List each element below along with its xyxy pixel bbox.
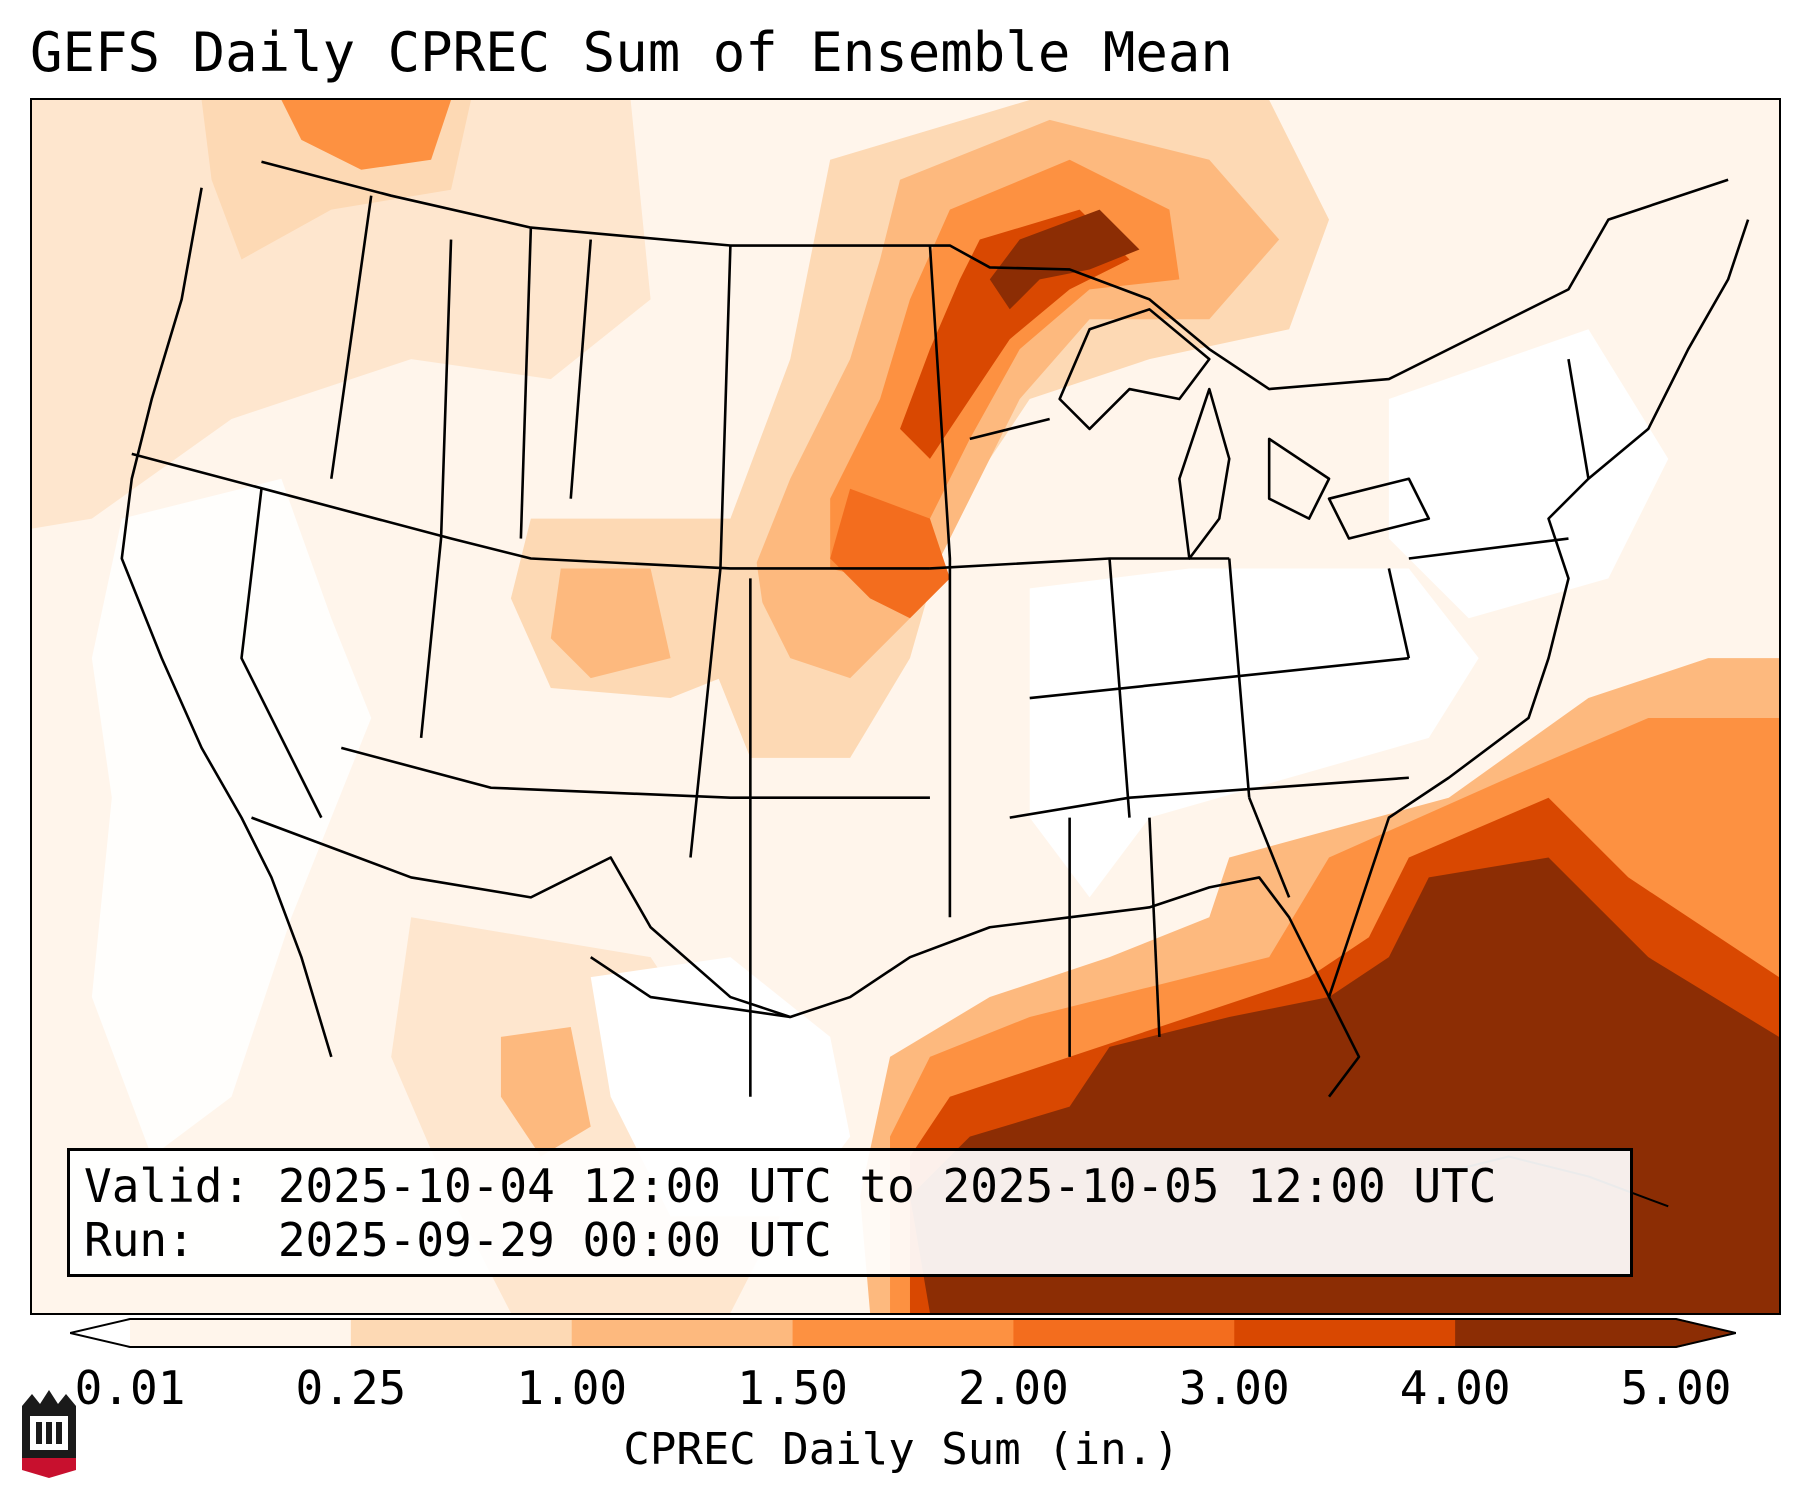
colorbar-segment [350, 1318, 573, 1348]
colorbar-tick-label: 0.01 [74, 1361, 186, 1415]
colorbar-outline [70, 1318, 1736, 1348]
run-time-text: Run: 2025-09-29 00:00 UTC [84, 1213, 832, 1267]
colorbar-tick-label: 5.00 [1620, 1361, 1732, 1415]
valid-time-text: Valid: 2025-10-04 12:00 UTC to 2025-10-0… [84, 1159, 1497, 1213]
colorbar-tick-label: 1.50 [737, 1361, 848, 1415]
colorbar-segment [792, 1318, 1014, 1348]
colorbar-extend-max [1676, 1318, 1736, 1348]
colorbar-extend-min [70, 1318, 130, 1348]
colorbar-segment [1455, 1318, 1677, 1348]
niu-logo [22, 1390, 76, 1478]
precip-map[interactable] [30, 98, 1781, 1315]
valid-run-info-box: Valid: 2025-10-04 12:00 UTC to 2025-10-0… [67, 1148, 1633, 1277]
page-title: GEFS Daily CPREC Sum of Ensemble Mean [30, 21, 1233, 84]
colorbar-tick-label: 1.00 [516, 1361, 628, 1415]
colorbar-label: CPREC Daily Sum (in.) [623, 1424, 1180, 1475]
colorbar-tick-label: 4.00 [1399, 1361, 1511, 1415]
precip-shading [32, 100, 1779, 1313]
boundary-lines [120, 160, 1750, 1208]
colorbar-segment [130, 1318, 352, 1348]
colorbar-tick-label: 2.00 [958, 1361, 1069, 1415]
colorbar-segment [1234, 1318, 1456, 1348]
colorbar-tick-label: 0.25 [295, 1361, 407, 1415]
colorbar-segment [1013, 1318, 1235, 1348]
colorbar [70, 1318, 1736, 1348]
colorbar-tick-label: 3.00 [1178, 1361, 1290, 1415]
colorbar-segments [70, 1318, 1736, 1348]
map-canvas [32, 100, 1779, 1313]
colorbar-segment [571, 1318, 794, 1348]
